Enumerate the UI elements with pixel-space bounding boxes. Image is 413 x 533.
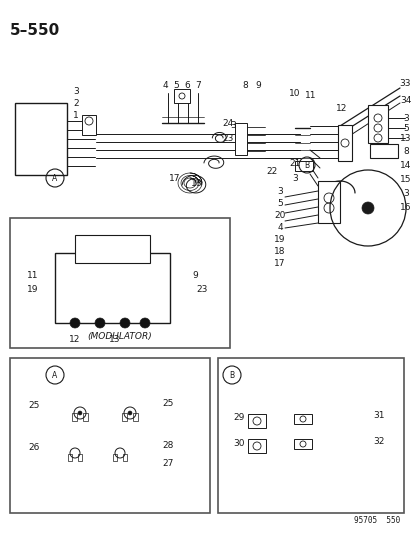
Text: 21: 21 [289,158,300,167]
Text: (MODULATOR): (MODULATOR) [88,332,152,341]
Text: 5: 5 [173,80,178,90]
Text: 18: 18 [191,179,202,188]
Bar [123,454,127,461]
Bar [10,358,209,513]
Text: 22: 22 [266,166,277,175]
Circle shape [140,318,150,328]
Text: B: B [304,160,309,169]
Text: A: A [52,174,57,182]
Text: 1: 1 [73,110,79,119]
Text: 12: 12 [69,335,81,344]
Bar [294,161,312,171]
Text: 13: 13 [399,133,411,142]
Text: 3: 3 [73,86,79,95]
Text: 10: 10 [289,88,300,98]
Text: 29: 29 [233,414,244,423]
Text: 5: 5 [276,198,282,207]
Text: 19: 19 [27,285,39,294]
Text: 7: 7 [195,80,200,90]
Circle shape [70,318,80,328]
Circle shape [95,318,105,328]
Text: 9: 9 [254,80,260,90]
Text: 24: 24 [222,118,233,127]
Text: 23: 23 [196,285,207,294]
Text: 17: 17 [169,174,180,182]
Circle shape [120,318,130,328]
Text: 5: 5 [402,124,408,133]
Text: 3: 3 [402,114,408,123]
Text: 27: 27 [161,458,173,467]
Bar [247,414,266,428]
Text: 31: 31 [372,410,384,419]
Text: 4: 4 [162,80,167,90]
Text: 30: 30 [233,439,244,448]
Text: 9: 9 [192,271,197,279]
Text: 3: 3 [276,187,282,196]
Bar [122,413,127,421]
Text: 5–550: 5–550 [10,23,60,38]
Bar [15,103,67,175]
Bar [133,413,138,421]
Bar [72,413,77,421]
Bar [75,235,150,263]
Bar [247,439,266,453]
Text: 25: 25 [161,399,173,408]
Text: 13: 13 [109,335,121,344]
Text: B: B [229,370,234,379]
Text: 95705  550: 95705 550 [353,516,399,525]
Text: 32: 32 [372,438,383,447]
Bar [317,181,339,223]
Text: 11: 11 [27,271,39,279]
Bar [78,454,82,461]
Text: 18: 18 [273,246,285,255]
Bar [235,123,247,155]
Text: 14: 14 [399,160,411,169]
Bar [55,253,170,323]
Bar [113,454,117,461]
Text: 3: 3 [230,120,235,130]
Text: 17: 17 [273,259,285,268]
Bar [83,413,88,421]
Text: 2: 2 [73,99,78,108]
Text: 23: 23 [222,133,233,142]
Text: 33: 33 [398,78,410,87]
Text: 3: 3 [292,174,297,182]
Text: 20: 20 [274,211,285,220]
Text: 28: 28 [161,441,173,450]
Text: 19: 19 [273,235,285,244]
Text: 26: 26 [28,443,39,453]
Bar [218,358,403,513]
Text: 16: 16 [399,203,411,212]
Text: 3: 3 [402,189,408,198]
Text: 11: 11 [304,91,316,100]
Bar [173,89,190,103]
Bar [367,105,387,143]
Text: 15: 15 [399,174,411,183]
Text: 12: 12 [335,103,347,112]
Bar [293,414,311,424]
Circle shape [128,411,132,415]
Bar [337,125,351,161]
Text: A: A [52,370,57,379]
Bar [10,218,230,348]
Bar [68,454,72,461]
Text: 4: 4 [277,222,282,231]
Bar [369,144,397,158]
Bar [293,439,311,449]
Text: 34: 34 [399,95,411,104]
Text: 25: 25 [28,400,39,409]
Circle shape [361,202,373,214]
Bar [82,115,96,135]
Circle shape [78,411,82,415]
Text: 8: 8 [242,80,247,90]
Text: 8: 8 [402,147,408,156]
Text: 6: 6 [184,80,190,90]
